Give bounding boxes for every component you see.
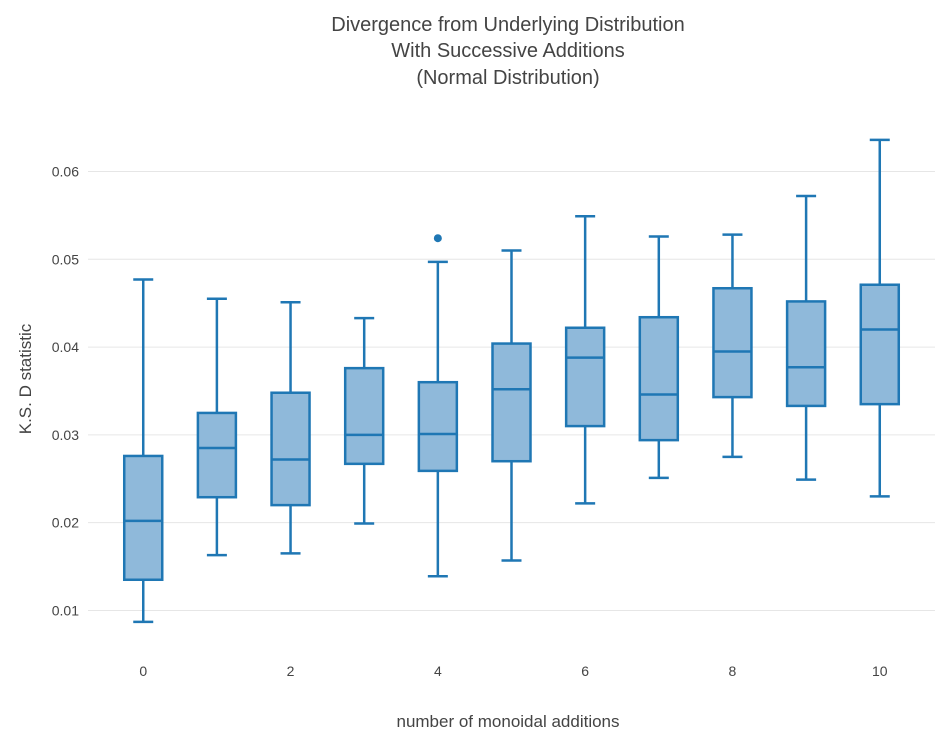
outlier-point <box>433 234 442 243</box>
x-tick-label: 10 <box>872 663 888 679</box>
interquartile-box <box>638 315 680 442</box>
box-6 <box>564 214 606 505</box>
box-8 <box>712 233 753 459</box>
interquartile-box <box>859 283 901 406</box>
y-tick-label: 0.04 <box>52 339 79 355</box>
y-axis-label: K.S. D statistic <box>16 323 35 434</box>
interquartile-box <box>712 286 753 399</box>
interquartile-box <box>491 342 532 463</box>
box-1 <box>196 297 238 557</box>
box-3 <box>343 316 385 525</box>
chart-title-line-3: (Normal Distribution) <box>416 67 599 89</box>
chart-title-line-1: Divergence from Underlying Distribution <box>331 14 684 36</box>
y-axis-ticks: 0.01 0.02 0.03 0.04 0.05 0.06 <box>52 163 79 618</box>
x-tick-label: 4 <box>434 663 442 679</box>
box-7 <box>638 235 680 480</box>
box-series <box>122 138 901 624</box>
box-2 <box>270 301 311 555</box>
box-4 <box>417 234 459 578</box>
interquartile-box <box>196 411 238 499</box>
interquartile-box <box>564 326 606 428</box>
x-tick-label: 2 <box>287 663 295 679</box>
interquartile-box <box>270 391 311 507</box>
x-axis-ticks: 0 2 4 6 8 10 <box>139 663 887 679</box>
interquartile-box <box>343 366 385 466</box>
box-0 <box>122 278 164 624</box>
interquartile-box <box>417 380 459 473</box>
x-tick-label: 0 <box>139 663 147 679</box>
y-tick-label: 0.01 <box>52 602 79 618</box>
interquartile-box <box>785 300 827 408</box>
box-10 <box>859 138 901 498</box>
y-tick-label: 0.06 <box>52 163 79 179</box>
y-tick-label: 0.03 <box>52 427 79 443</box>
box-9 <box>785 194 827 481</box>
x-tick-label: 8 <box>729 663 737 679</box>
interquartile-box <box>122 454 164 582</box>
chart-title-line-2: With Successive Additions <box>391 40 624 62</box>
y-tick-label: 0.05 <box>52 251 79 267</box>
x-tick-label: 6 <box>581 663 589 679</box>
x-axis-label: number of monoidal additions <box>396 712 619 731</box>
box-5 <box>491 249 532 562</box>
y-tick-label: 0.02 <box>52 515 79 531</box>
